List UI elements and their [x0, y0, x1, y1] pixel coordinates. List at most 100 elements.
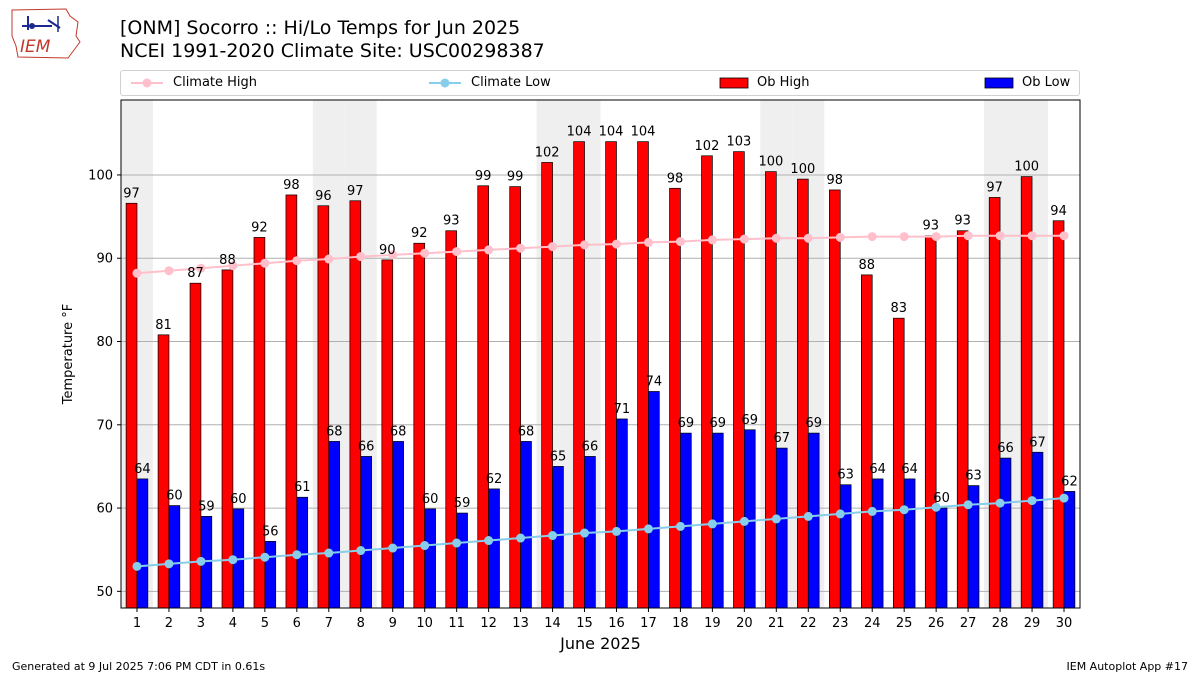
ob-high-label-8: 97 [347, 184, 364, 199]
climate-high-point-25 [899, 232, 909, 242]
climate-high-point-22 [803, 233, 813, 243]
climate-high-point-26 [931, 232, 941, 242]
ob-low-label-30: 62 [1061, 474, 1078, 489]
ob-high-label-16: 104 [599, 125, 624, 140]
climate-low-point-5 [260, 552, 270, 562]
climate-high-point-13 [516, 243, 526, 253]
climate-low-point-2 [164, 559, 174, 569]
ob-low-label-13: 68 [518, 424, 535, 439]
xtick-label-19: 19 [704, 616, 721, 631]
xtick-label-16: 16 [608, 616, 625, 631]
plot-frame [120, 99, 1081, 609]
climate-high-point-20 [739, 234, 749, 244]
ob-low-bar-5 [264, 541, 277, 609]
climate-high-point-18 [675, 237, 685, 247]
climate-low-point-28 [995, 498, 1005, 508]
xtick-label-27: 27 [960, 616, 977, 631]
ob-low-label-3: 59 [198, 499, 215, 514]
ob-high-bar-22 [797, 178, 809, 609]
ob-low-bar-2 [168, 505, 181, 609]
y-axis-label: Temperature °F [61, 304, 76, 405]
ob-high-label-5: 92 [251, 220, 268, 235]
climate-high-line [136, 234, 1065, 275]
ob-low-label-24: 64 [869, 462, 886, 477]
climate-low-point-8 [356, 546, 366, 556]
ob-high-bar-24 [860, 274, 873, 609]
ob-low-bar-21 [775, 447, 788, 609]
ytick-label-90: 90 [96, 252, 113, 267]
legend: Climate High Climate Low Ob High Ob Low [120, 70, 1080, 96]
ob-low-label-29: 67 [1029, 435, 1046, 450]
ob-high-bar-27 [956, 230, 969, 609]
xtick-label-13: 13 [512, 616, 529, 631]
xtick-label-25: 25 [896, 616, 913, 631]
ob-high-bar-14 [541, 162, 553, 609]
ob-low-bar-13 [520, 441, 532, 609]
ob-high-label-28: 97 [986, 180, 1003, 195]
ob-low-label-9: 68 [390, 424, 407, 439]
ob-high-label-6: 98 [283, 178, 300, 193]
ob-low-bar-12 [488, 488, 500, 609]
iem-logo: IEM [11, 8, 81, 59]
logo-text: IEM [20, 37, 51, 57]
ob-low-label-21: 67 [773, 431, 790, 446]
ob-low-bar-29 [1031, 451, 1044, 609]
ob-low-label-10: 60 [422, 492, 439, 507]
xtick-label-12: 12 [480, 616, 497, 631]
climate-high-point-1 [132, 268, 142, 278]
climate-low-point-24 [867, 506, 877, 516]
climate-low-point-21 [771, 514, 781, 524]
ob-low-bar-18 [680, 432, 692, 609]
xtick-label-20: 20 [736, 616, 753, 631]
ob-high-label-26: 93 [922, 219, 939, 234]
ob-low-bar-7 [328, 441, 341, 609]
ob-low-label-23: 63 [837, 468, 854, 483]
ob-low-label-17: 74 [646, 374, 663, 389]
ob-low-bar-24 [871, 478, 884, 609]
ob-low-label-15: 66 [582, 439, 599, 454]
xtick-label-3: 3 [197, 616, 205, 631]
xtick-label-24: 24 [864, 616, 881, 631]
ob-high-label-9: 90 [379, 243, 396, 258]
ob-high-bar-19 [701, 155, 713, 609]
xtick-label-4: 4 [229, 616, 237, 631]
climate-low-point-23 [835, 509, 845, 519]
legend-ob-low-label: Ob Low [1022, 75, 1071, 90]
ob-high-label-23: 98 [827, 173, 844, 188]
climate-high-point-15 [580, 240, 590, 250]
climate-low-point-19 [707, 519, 717, 529]
climate-low-point-10 [420, 541, 430, 551]
ob-low-label-5: 56 [262, 524, 279, 539]
ob-low-bar-8 [360, 456, 372, 609]
climate-high-point-27 [963, 231, 973, 241]
ob-high-label-17: 104 [631, 125, 656, 140]
app-footer: IEM Autoplot App #17 [1066, 660, 1189, 673]
ob-high-bar-26 [924, 235, 937, 609]
climate-low-point-30 [1059, 493, 1069, 503]
ob-low-label-25: 64 [901, 462, 918, 477]
climate-high-point-5 [260, 258, 270, 268]
xtick-label-7: 7 [325, 616, 333, 631]
ob-high-label-14: 102 [535, 145, 560, 160]
ytick-label-50: 50 [96, 585, 113, 600]
climate-high-point-19 [707, 235, 717, 245]
xtick-label-2: 2 [165, 616, 173, 631]
ob-high-bar-29 [1020, 176, 1033, 609]
climate-high-point-30 [1059, 231, 1069, 241]
climate-high-point-28 [995, 231, 1005, 241]
climate-high-point-14 [548, 242, 558, 252]
xtick-label-9: 9 [389, 616, 397, 631]
ob-low-label-26: 60 [933, 491, 950, 506]
climate-low-point-12 [484, 536, 494, 546]
climate-low-point-22 [803, 511, 813, 521]
climate-low-point-25 [899, 505, 909, 515]
ob-high-label-4: 88 [219, 253, 236, 268]
ob-high-bar-7 [317, 205, 330, 609]
ytick-label-80: 80 [96, 335, 113, 350]
climate-high-point-29 [1027, 231, 1037, 241]
ob-high-bar-20 [733, 151, 745, 609]
ob-low-label-1: 64 [134, 462, 151, 477]
climate-high-point-8 [356, 252, 366, 262]
ob-low-bar-11 [456, 512, 468, 609]
